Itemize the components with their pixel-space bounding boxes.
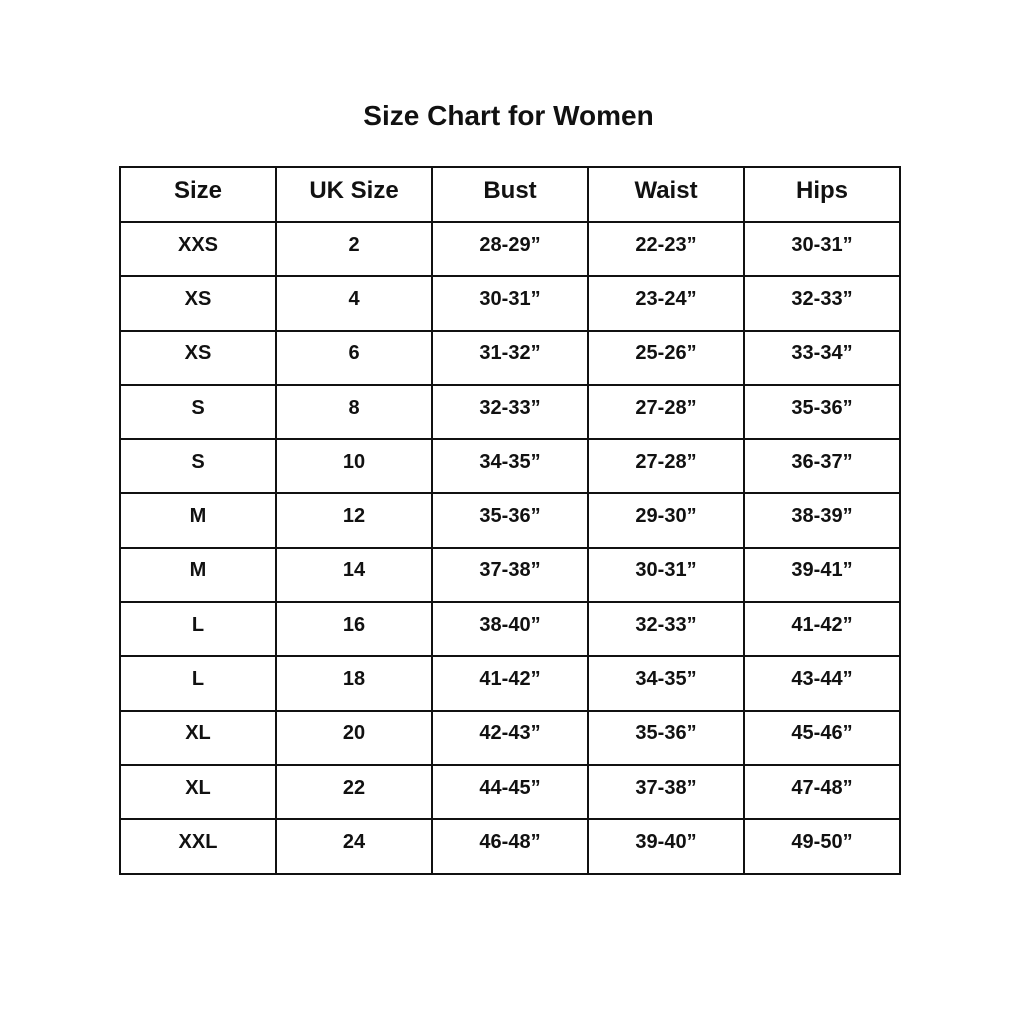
cell-waist: 35-36” [587, 709, 745, 766]
column-header-bust: Bust [431, 166, 589, 223]
cell-uk-size: 14 [275, 546, 433, 604]
table-body: XXS 2 28-29” 22-23” 30-31” XS 4 30-31” 23-24” 32-… [119, 220, 901, 875]
cell-waist: 23-24” [587, 275, 745, 332]
cell-uk-size: 24 [275, 818, 433, 875]
table-row: XL 22 44-45” 37-38” 47-48” [119, 763, 901, 821]
cell-uk-size: 18 [275, 655, 433, 712]
cell-uk-size: 20 [275, 709, 433, 766]
column-header-hips: Hips [743, 166, 901, 223]
cell-size: XS [119, 329, 277, 386]
cell-uk-size: 10 [275, 438, 433, 495]
cell-waist: 39-40” [587, 818, 745, 875]
cell-waist: 29-30” [587, 492, 745, 549]
cell-uk-size: 2 [275, 220, 433, 278]
cell-waist: 22-23” [587, 220, 745, 278]
cell-size: XS [119, 275, 277, 332]
table-row: XS 4 30-31” 23-24” 32-33” [119, 275, 901, 332]
cell-size: M [119, 546, 277, 604]
cell-bust: 35-36” [431, 492, 589, 549]
cell-size: XL [119, 763, 277, 821]
table-row: S 8 32-33” 27-28” 35-36” [119, 383, 901, 441]
cell-hips: 38-39” [743, 492, 901, 549]
cell-size: XXL [119, 818, 277, 875]
cell-uk-size: 16 [275, 601, 433, 658]
cell-bust: 28-29” [431, 220, 589, 278]
cell-waist: 32-33” [587, 601, 745, 658]
column-header-uk-size: UK Size [275, 166, 433, 223]
column-header-waist: Waist [587, 166, 745, 223]
cell-bust: 31-32” [431, 329, 589, 386]
cell-waist: 34-35” [587, 655, 745, 712]
cell-bust: 30-31” [431, 275, 589, 332]
header-row: Size UK Size Bust Waist Hips [119, 166, 901, 223]
cell-bust: 41-42” [431, 655, 589, 712]
page-title: Size Chart for Women [363, 100, 654, 131]
cell-bust: 44-45” [431, 763, 589, 821]
cell-hips: 45-46” [743, 709, 901, 766]
table-row: S 10 34-35” 27-28” 36-37” [119, 438, 901, 495]
table-row: XL 20 42-43” 35-36” 45-46” [119, 709, 901, 766]
cell-bust: 34-35” [431, 438, 589, 495]
table-row: M 12 35-36” 29-30” 38-39” [119, 492, 901, 549]
cell-size: XL [119, 709, 277, 766]
cell-hips: 32-33” [743, 275, 901, 332]
table-row: M 14 37-38” 30-31” 39-41” [119, 546, 901, 604]
cell-hips: 41-42” [743, 601, 901, 658]
table-row: L 18 41-42” 34-35” 43-44” [119, 655, 901, 712]
cell-size: L [119, 601, 277, 658]
cell-waist: 30-31” [587, 546, 745, 604]
cell-bust: 42-43” [431, 709, 589, 766]
column-header-size: Size [119, 166, 277, 223]
cell-bust: 46-48” [431, 818, 589, 875]
cell-hips: 33-34” [743, 329, 901, 386]
cell-bust: 32-33” [431, 383, 589, 441]
size-chart-table: Size UK Size Bust Waist Hips XXS 2 28-29” 22-23… [119, 166, 901, 875]
cell-hips: 36-37” [743, 438, 901, 495]
cell-uk-size: 22 [275, 763, 433, 821]
cell-hips: 30-31” [743, 220, 901, 278]
cell-waist: 37-38” [587, 763, 745, 821]
cell-size: S [119, 383, 277, 441]
cell-uk-size: 8 [275, 383, 433, 441]
table-row: XXS 2 28-29” 22-23” 30-31” [119, 220, 901, 278]
table-row: XS 6 31-32” 25-26” 33-34” [119, 329, 901, 386]
cell-uk-size: 6 [275, 329, 433, 386]
cell-size: M [119, 492, 277, 549]
cell-hips: 35-36” [743, 383, 901, 441]
cell-size: S [119, 438, 277, 495]
cell-uk-size: 4 [275, 275, 433, 332]
cell-waist: 25-26” [587, 329, 745, 386]
cell-waist: 27-28” [587, 438, 745, 495]
cell-hips: 49-50” [743, 818, 901, 875]
cell-waist: 27-28” [587, 383, 745, 441]
cell-hips: 39-41” [743, 546, 901, 604]
cell-hips: 43-44” [743, 655, 901, 712]
cell-bust: 38-40” [431, 601, 589, 658]
table-row: L 16 38-40” 32-33” 41-42” [119, 601, 901, 658]
cell-hips: 47-48” [743, 763, 901, 821]
cell-bust: 37-38” [431, 546, 589, 604]
cell-size: L [119, 655, 277, 712]
table-row: XXL 24 46-48” 39-40” 49-50” [119, 818, 901, 875]
cell-uk-size: 12 [275, 492, 433, 549]
cell-size: XXS [119, 220, 277, 278]
